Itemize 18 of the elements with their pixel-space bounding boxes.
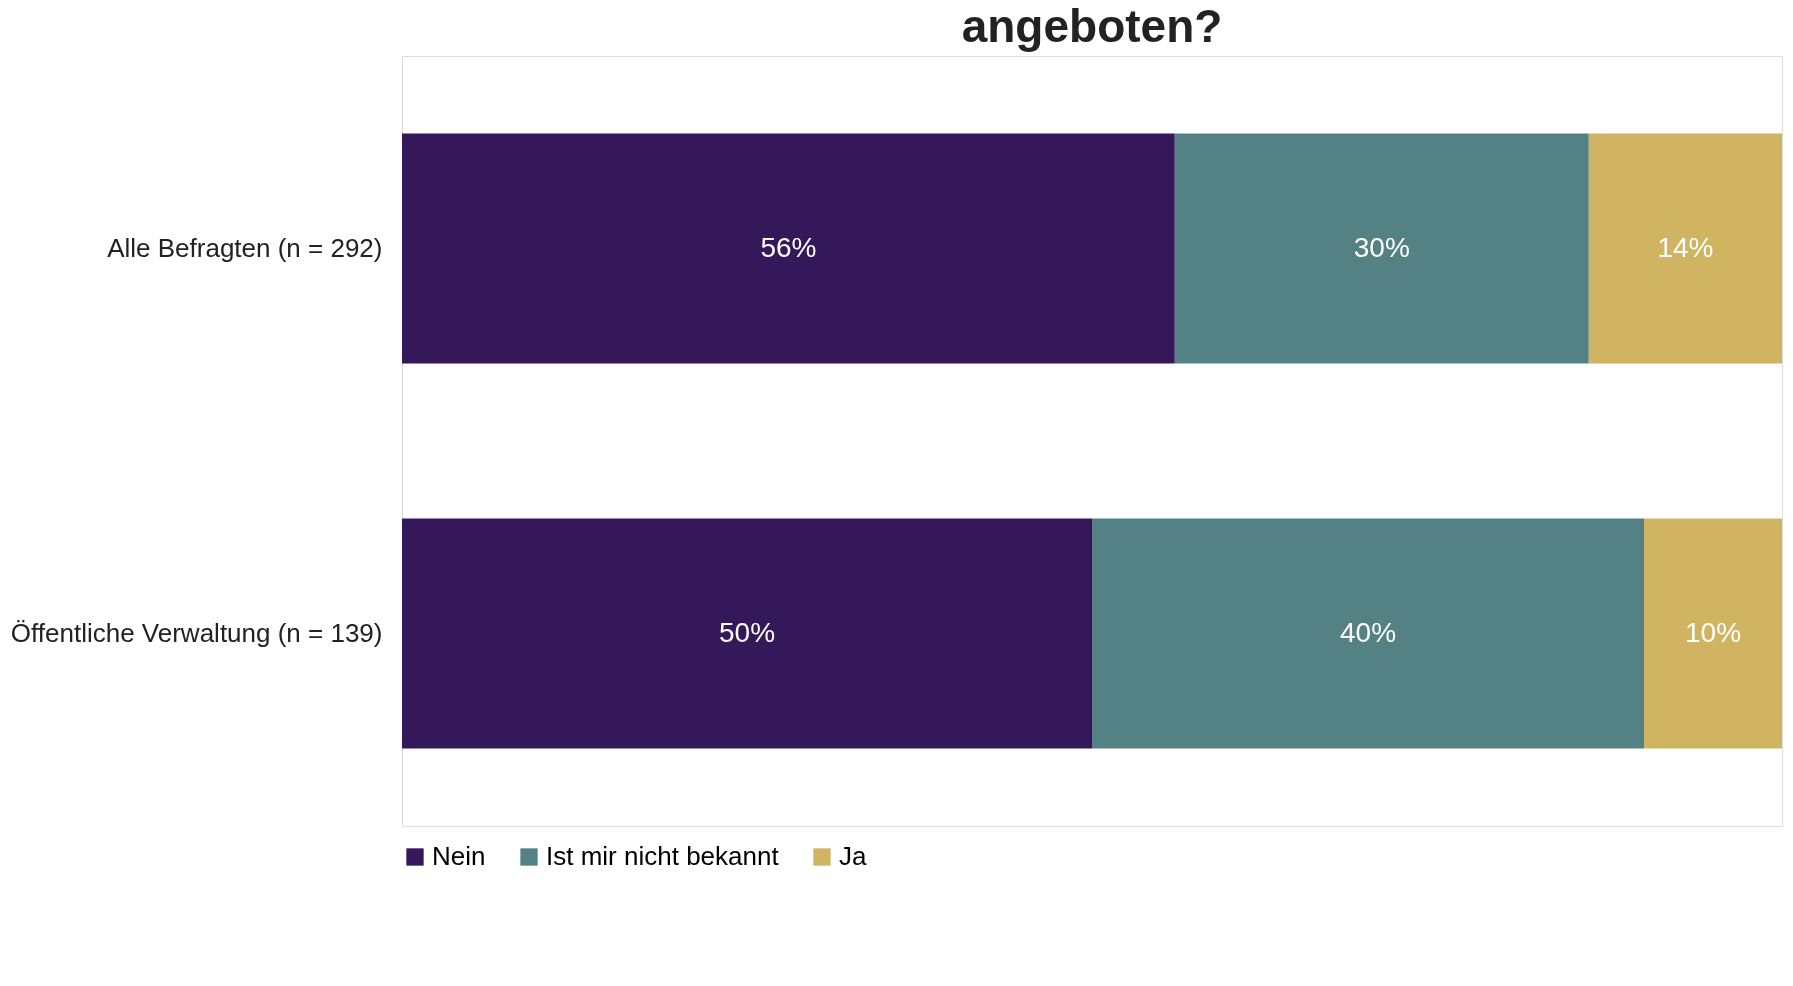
data-label: 30% [1353, 231, 1410, 263]
y-tick-label: Öffentliche Verwaltung (n = 139) [10, 617, 383, 648]
data-label: 10% [1684, 616, 1742, 648]
legend-label: Ist mir nicht bekannt [546, 841, 780, 871]
bar [1644, 518, 1782, 749]
chart-title: angeboten? [961, 0, 1223, 52]
bar [1588, 133, 1782, 364]
bar [1092, 518, 1644, 749]
data-label: 40% [1339, 616, 1397, 648]
data-label: 50% [718, 616, 776, 648]
bar [1174, 133, 1589, 364]
legend-label: Nein [432, 841, 486, 871]
data-label: 56% [760, 231, 817, 263]
data-label: 14% [1657, 231, 1714, 263]
bar [402, 133, 1175, 364]
y-tick-label: Alle Befragten (n = 292) [107, 232, 383, 263]
legend-label: Ja [839, 841, 867, 871]
bar [402, 518, 1092, 749]
